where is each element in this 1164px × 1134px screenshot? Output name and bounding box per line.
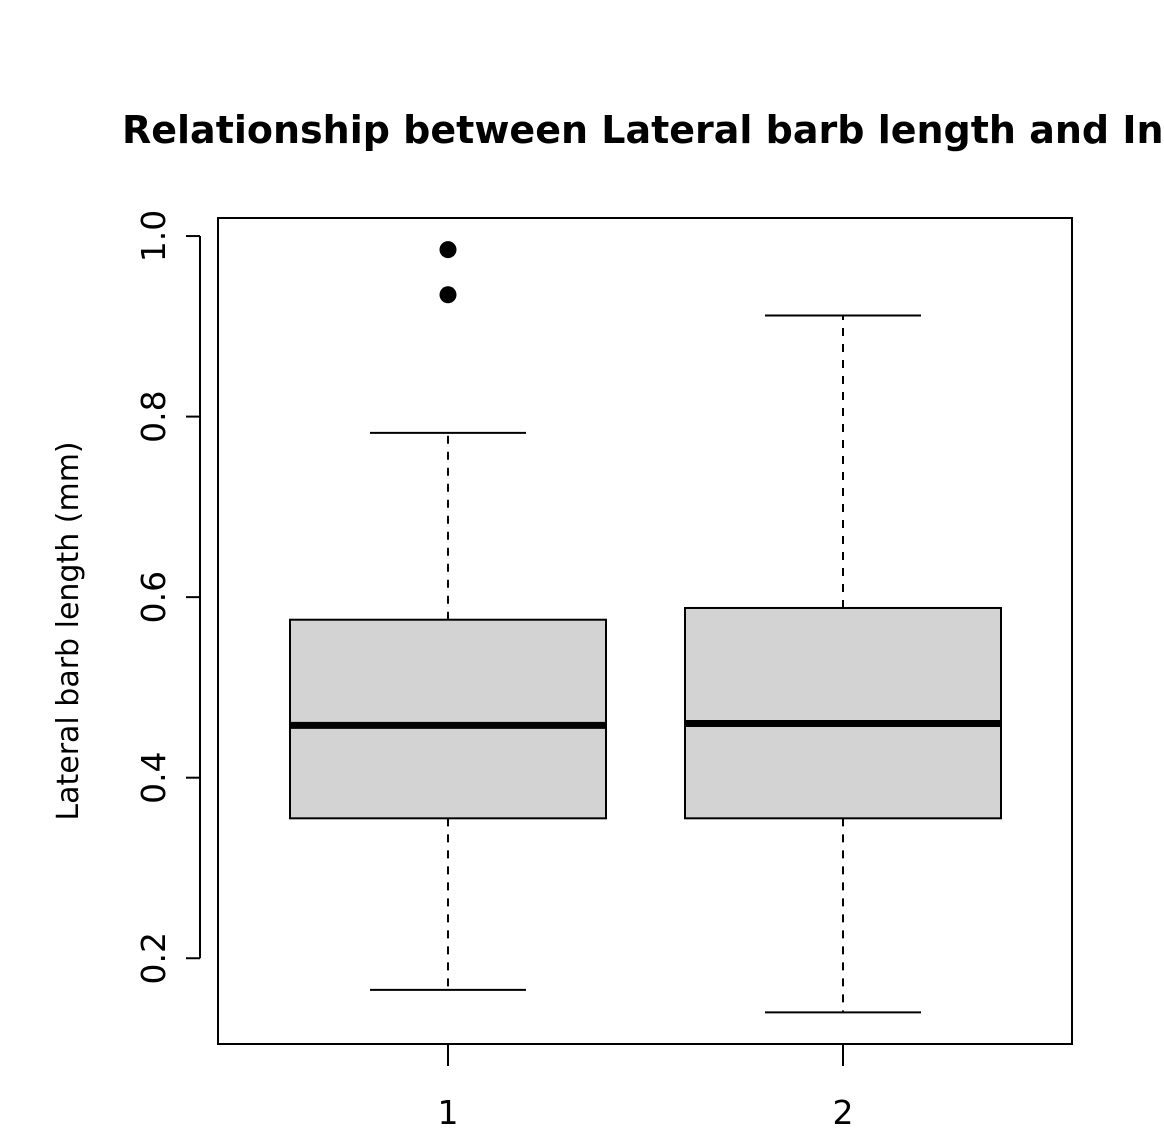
boxes [289,241,1002,1014]
y-tick-label: 1.0 [134,210,173,262]
y-tick-label: 0.6 [134,571,173,623]
y-axis: 0.2 0.4 0.6 0.8 1.0 [134,210,201,984]
y-tick-label: 0.4 [134,751,173,803]
outlier-point [439,286,457,304]
outlier-point [439,241,457,259]
box-group-1 [289,241,607,991]
y-axis-label: Lateral barb length (mm) [51,441,86,820]
box-iqr [289,618,607,820]
box-group-2 [684,314,1002,1014]
plot-frame [217,217,1073,1045]
chart-title: Relationship between Lateral barb length… [122,108,1164,152]
x-tick-label: 1 [438,1093,459,1132]
x-tick-label: 2 [833,1093,854,1132]
y-tick-label: 0.8 [134,390,173,442]
y-tick-label: 0.2 [134,932,173,984]
box-iqr [684,606,1002,820]
